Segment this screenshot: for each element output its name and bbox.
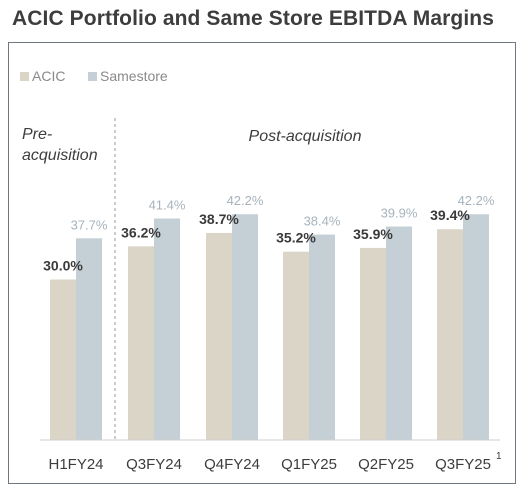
data-label-samestore-h1fy24: 37.7% bbox=[71, 217, 108, 232]
page-title: ACIC Portfolio and Same Store EBITDA Mar… bbox=[12, 7, 495, 30]
footnote-marker: 1 bbox=[496, 451, 502, 462]
data-label-samestore-q3fy24: 41.4% bbox=[149, 198, 186, 213]
x-tick-q1fy25: Q1FY25 bbox=[281, 456, 337, 473]
data-label-samestore-q2fy25: 39.9% bbox=[381, 206, 418, 221]
data-label-acic-q3fy25: 39.4% bbox=[430, 207, 470, 223]
x-tick-q3fy24: Q3FY24 bbox=[126, 456, 182, 473]
data-label-samestore-q4fy24: 42.2% bbox=[227, 193, 264, 208]
data-label-samestore-q1fy25: 38.4% bbox=[304, 214, 341, 229]
x-tick-h1fy24: H1FY24 bbox=[48, 456, 103, 473]
bar-samestore-q1fy25 bbox=[309, 234, 335, 440]
bar-samestore-q2fy25 bbox=[386, 226, 412, 440]
bar-samestore-h1fy24 bbox=[76, 238, 102, 440]
bar-acic-q3fy24 bbox=[128, 246, 154, 440]
bar-samestore-q4fy24 bbox=[232, 214, 258, 440]
chart-frame bbox=[8, 42, 516, 484]
data-label-acic-q3fy24: 36.2% bbox=[121, 224, 161, 240]
bar-samestore-q3fy25 bbox=[463, 214, 489, 440]
post-acquisition-label: Post-acquisition bbox=[249, 128, 362, 145]
data-label-acic-q2fy25: 35.9% bbox=[353, 226, 393, 242]
legend-label-samestore: Samestore bbox=[100, 68, 168, 84]
data-label-samestore-q3fy25: 42.2% bbox=[458, 193, 495, 208]
bar-acic-q2fy25 bbox=[360, 247, 386, 440]
bar-acic-q1fy25 bbox=[283, 251, 309, 440]
pre-acquisition-label-line1: Pre- bbox=[22, 126, 52, 143]
x-tick-q2fy25: Q2FY25 bbox=[358, 456, 414, 473]
x-tick-q3fy25: Q3FY25 bbox=[435, 456, 491, 473]
bar-acic-q4fy24 bbox=[206, 232, 232, 440]
x-tick-q4fy24: Q4FY24 bbox=[204, 456, 260, 473]
data-label-acic-q4fy24: 38.7% bbox=[199, 211, 239, 227]
bar-acic-q3fy25 bbox=[437, 229, 463, 440]
legend-swatch-samestore bbox=[88, 72, 97, 81]
bar-samestore-q3fy24 bbox=[154, 218, 180, 440]
legend-swatch-acic bbox=[20, 72, 29, 81]
data-label-acic-h1fy24: 30.0% bbox=[43, 258, 83, 274]
pre-acquisition-label-line2: acquisition bbox=[22, 147, 98, 164]
legend-label-acic: ACIC bbox=[32, 68, 65, 84]
data-label-acic-q1fy25: 35.2% bbox=[276, 230, 316, 246]
bar-acic-h1fy24 bbox=[50, 279, 76, 440]
